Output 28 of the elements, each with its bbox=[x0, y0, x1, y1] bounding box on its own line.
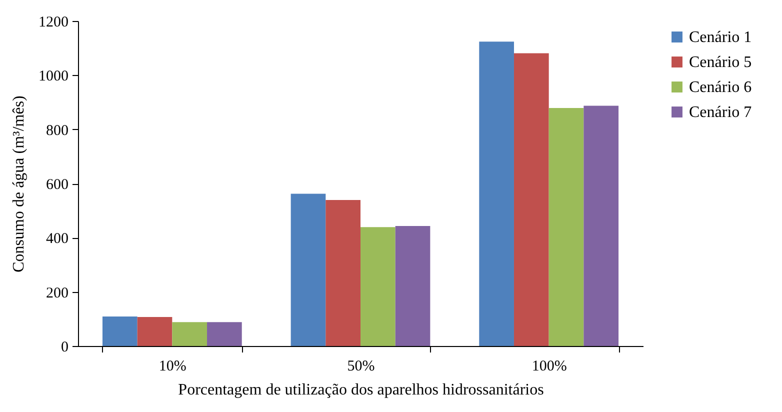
x-tick-label: 50% bbox=[347, 358, 375, 374]
bar bbox=[102, 316, 138, 346]
y-tick-label: 1200 bbox=[38, 14, 68, 30]
bar bbox=[137, 317, 172, 346]
legend-label: Cenário 5 bbox=[689, 54, 752, 71]
y-tick-label: 1000 bbox=[38, 68, 68, 85]
bar bbox=[207, 322, 242, 346]
bar bbox=[584, 106, 619, 346]
bar bbox=[360, 227, 396, 346]
bar bbox=[326, 200, 360, 346]
y-tick-label: 200 bbox=[46, 285, 68, 302]
y-tick-label: 0 bbox=[61, 340, 68, 356]
bar bbox=[514, 53, 549, 346]
legend-label: Cenário 6 bbox=[689, 79, 752, 96]
y-axis-title: Consumo de água (m³/mês) bbox=[10, 96, 28, 272]
bar bbox=[548, 108, 584, 346]
x-axis-title: Porcentagem de utilização dos aparelhos hidrossanitários bbox=[178, 382, 544, 398]
x-tick-label: 100% bbox=[532, 358, 567, 374]
y-tick-label: 600 bbox=[46, 177, 68, 193]
bar bbox=[172, 322, 208, 346]
legend-label: Cenário 7 bbox=[689, 104, 752, 121]
bar bbox=[290, 194, 326, 346]
legend-label: Cenário 1 bbox=[689, 29, 752, 46]
bar bbox=[479, 42, 514, 346]
x-tick-label: 10% bbox=[158, 358, 186, 374]
bar bbox=[395, 226, 430, 346]
y-tick-label: 400 bbox=[46, 231, 68, 248]
y-tick-label: 800 bbox=[46, 122, 68, 139]
